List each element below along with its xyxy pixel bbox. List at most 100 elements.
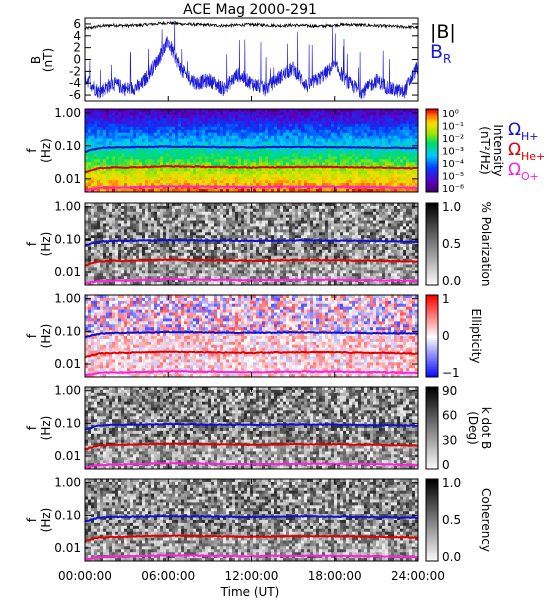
gyrofrequency-line-he [84,442,419,451]
k-dot-b-colorbar: 90 60 30 0 k dot B(Deg) [425,384,493,472]
gyrofrequency-line-he [84,258,418,267]
b-y-tick-label: 4 [73,29,81,43]
figure-title: ACE Mag 2000-291 [183,2,317,18]
legend-omega-subscript: He+ [521,150,545,163]
b-y-axis-label: B [29,56,43,64]
colorbar-unit: (Deg) [466,411,480,445]
b-y-tick-label: 2 [73,41,81,55]
polarization-panel: 1.000.100.01f (Hz)1.00.50.0% Polarization [25,200,493,288]
colorbar-frame [425,386,439,470]
colorbar-tick-label: 10⁰ [442,109,459,120]
x-tick-label: 24:00:00 [391,569,445,583]
freq-axis-unit: (Hz) [39,324,53,349]
colorbar-title: Ellipticity [469,309,483,364]
freq-tick-label: 1.00 [54,200,81,214]
colorbar-tick-label: 0 [442,329,450,343]
ellipticity-colorbar: 1 0 −1 Ellipticity [425,292,483,380]
b-y-tick-label: -6 [69,88,81,102]
colorbar-tick-label: 1.0 [442,476,461,490]
freq-tick-label: 0.01 [54,265,81,279]
b-field-plot-frame [84,17,419,102]
freq-axis-label: f [25,517,39,522]
freq-axis-label: f [25,148,39,153]
b-y-axis-title: B(nT) [29,48,55,72]
x-tick-label: 00:00:00 [58,569,112,583]
freq-axis-label: f [25,333,39,338]
gyrofrequency-line-he [84,534,419,543]
colorbar-tick-label: 1.0 [442,200,461,214]
freq-axis-label: f [25,241,39,246]
gyrofrequency-line-he [84,350,419,359]
colorbar-tick-label: 60 [442,409,457,423]
freq-tick-label: 1.00 [54,476,81,490]
colorbar-tick-label: 90 [442,384,457,398]
colorbar-tick-label: 0 [442,458,450,472]
freq-tick-label: 0.01 [54,449,81,463]
colorbar-tick-label: 1 [442,292,450,306]
colorbar-tick-label: 0.0 [442,550,461,564]
colorbar-label: % Polarization [479,202,493,287]
freq-tick-label: 1.00 [54,106,81,120]
x-tick-label: 18:00:00 [308,569,362,583]
colorbar-title: Coherency [479,488,493,552]
colorbar-label: Coherency [479,488,493,552]
colorbar-unit: (nT²/Hz) [478,126,492,174]
freq-axis-title: f (Hz) [25,324,53,349]
colorbar-frame [425,202,439,286]
x-axis-title: Time (UT) [220,585,280,599]
legend-b-r-subscript: R [443,52,451,66]
legend-omega-subscript: O+ [521,170,539,183]
colorbar-label: Ellipticity [469,309,483,364]
freq-tick-label: 0.01 [54,541,81,555]
freq-axis-unit: (Hz) [39,416,53,441]
colorbar-title: % Polarization [479,202,493,287]
b-y-tick-label: 0 [73,53,81,67]
b-total-series-line [84,20,419,31]
freq-tick-label: 1.00 [54,292,81,306]
colorbar-frame [425,294,439,378]
colorbar-label: k dot B [479,407,493,449]
colorbar-tick-label: 0.5 [442,513,461,527]
intensity-panel: 1.000.100.01f (Hz)10⁰10⁻¹10⁻²10⁻³10⁻⁴10⁻⁵… [25,106,505,195]
x-tick-label: 06:00:00 [141,569,195,583]
freq-tick-label: 0.01 [54,357,81,371]
colorbar-frame [425,108,439,193]
colorbar-tick-label: 30 [442,433,457,447]
colorbar-frame [425,478,439,562]
gyrofrequency-line-h [84,514,419,523]
freq-tick-label: 0.10 [54,139,81,153]
colorbar-tick-label: 10⁻⁶ [442,184,464,195]
freq-tick-label: 0.01 [54,172,81,186]
legend-b-r: BR [430,41,451,66]
colorbar-tick-label: 10⁻⁴ [442,159,464,170]
gyrofrequency-line-he [84,164,418,174]
freq-axis-title: f (Hz) [25,232,53,257]
intensity-colorbar: 10⁰ 10⁻¹10⁻² 10⁻³10⁻⁴ 10⁻⁵10⁻⁶ Intensity(nT²… [425,108,505,195]
freq-axis-unit: (Hz) [39,232,53,257]
colorbar-label: Intensity [491,124,505,176]
b-y-tick-label: -4 [69,76,81,90]
freq-axis-label: f [25,425,39,430]
freq-axis-title: f (Hz) [25,508,53,533]
b-y-tick-label: 6 [73,17,81,31]
freq-axis-unit: (Hz) [39,138,53,163]
colorbar-tick-label: 10⁻¹ [442,122,464,133]
coherency-colorbar: 1.0 0.5 0.0 Coherency [425,476,493,564]
gyrofrequency-line-h [85,145,419,153]
gyrofrequency-line-h [84,422,419,431]
gyrofrequency-line-h [84,330,419,339]
colorbar-title: Intensity(nT²/Hz) [478,124,505,176]
freq-axis-title: f (Hz) [25,138,53,163]
freq-tick-label: 0.10 [54,232,81,246]
b-y-axis-unit: (nT) [41,48,55,72]
colorbar-tick-label: 0.5 [442,237,461,251]
legend-omega-o: ΩO+ [508,160,539,183]
polarization-colorbar: 1.0 0.5 0.0 % Polarization [425,200,493,288]
colorbar-tick-label: 10⁻⁵ [442,172,464,183]
colorbar-tick-label: 10⁻² [442,134,464,145]
